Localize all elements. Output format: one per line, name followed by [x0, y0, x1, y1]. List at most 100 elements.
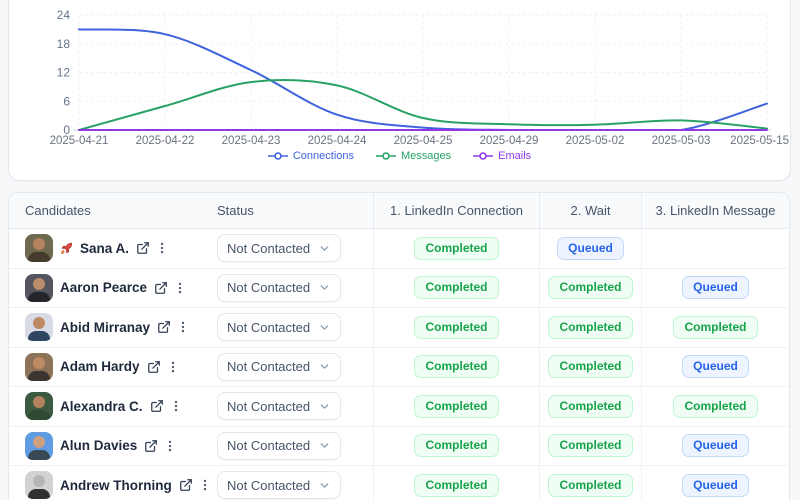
status-select-value: Not Contacted	[227, 477, 311, 493]
chevron-down-icon	[318, 321, 331, 334]
candidate-name: Sana A.	[80, 240, 130, 256]
status-badge: Queued	[682, 434, 749, 458]
legend-item-emails[interactable]: Emails	[473, 150, 531, 162]
candidate-cell: Sana A.	[9, 234, 217, 263]
candidate-cell: Alun Davies	[9, 431, 217, 460]
table-header-row: Candidates Status 1. LinkedIn Connection…	[9, 193, 789, 229]
external-link-icon[interactable]	[179, 478, 193, 492]
external-link-icon[interactable]	[147, 360, 161, 374]
status-select[interactable]: Not Contacted	[217, 234, 341, 263]
external-link-icon[interactable]	[136, 241, 150, 255]
stage-cell: Completed	[539, 426, 641, 465]
y-axis-tick-label: 18	[57, 37, 71, 51]
external-link-icon[interactable]	[157, 320, 171, 334]
status-badge: Queued	[682, 355, 749, 379]
x-axis-tick-label: 2025-04-21	[50, 135, 109, 147]
candidate-name: Aaron Pearce	[60, 280, 148, 296]
status-badge: Completed	[414, 394, 499, 418]
status-select[interactable]: Not Contacted	[217, 392, 341, 421]
stage-cell: Completed	[373, 387, 539, 426]
status-select-value: Not Contacted	[227, 438, 311, 454]
external-link-icon[interactable]	[150, 399, 164, 413]
stage-cell: Completed	[373, 308, 539, 347]
x-axis-tick-label: 2025-05-02	[566, 135, 625, 147]
column-header-wait: 2. Wait	[539, 193, 641, 228]
rocket-icon	[61, 242, 73, 254]
table-row: Andrew Thorning Not Contacted Completed Com…	[9, 466, 789, 500]
chevron-down-icon	[318, 439, 331, 452]
y-axis-tick-label: 12	[57, 66, 71, 80]
x-axis-tick-label: 2025-04-25	[394, 135, 453, 147]
kebab-menu-icon[interactable]	[169, 398, 183, 414]
x-axis-tick-label: 2025-04-23	[222, 135, 281, 147]
status-badge: Completed	[414, 315, 499, 339]
status-select-value: Not Contacted	[227, 398, 311, 414]
kebab-menu-icon[interactable]	[198, 477, 212, 493]
candidate-cell: Aaron Pearce	[9, 273, 217, 302]
line-chart: 0 6 12 18 24 2025-04-21 2025-04-22 2025-04-23 20…	[50, 8, 789, 147]
candidate-cell: Adam Hardy	[9, 352, 217, 381]
status-select-value: Not Contacted	[227, 240, 311, 256]
stage-cell: Completed	[641, 308, 789, 347]
status-badge: Queued	[682, 276, 749, 300]
candidate-cell: Andrew Thorning	[9, 471, 217, 500]
x-axis-tick-label: 2025-05-03	[652, 135, 711, 147]
messages-line	[78, 79, 768, 131]
stage-cell: Queued	[641, 426, 789, 465]
status-badge: Completed	[548, 315, 633, 339]
candidate-name: Adam Hardy	[60, 359, 140, 375]
status-select[interactable]: Not Contacted	[217, 273, 341, 302]
y-axis-tick-label: 0	[63, 123, 70, 137]
table-row: Adam Hardy Not Contacted Completed Complete…	[9, 347, 789, 387]
status-badge: Completed	[414, 236, 499, 260]
stage-cell: Completed	[539, 308, 641, 347]
status-badge: Completed	[414, 434, 499, 458]
chevron-down-icon	[318, 400, 331, 413]
avatar	[25, 471, 53, 500]
status-badge: Queued	[682, 473, 749, 497]
status-badge: Completed	[673, 315, 758, 339]
legend-label: Connections	[292, 150, 354, 162]
y-axis-tick-label: 6	[63, 94, 70, 108]
kebab-menu-icon[interactable]	[166, 359, 180, 375]
status-cell: Not Contacted	[217, 471, 373, 500]
stage-cell: Completed	[373, 229, 539, 268]
column-header-candidates: Candidates	[25, 203, 91, 218]
status-cell: Not Contacted	[217, 352, 373, 381]
legend-label: Messages	[401, 150, 452, 162]
x-axis-tick-label: 2025-04-24	[308, 135, 367, 147]
kebab-menu-icon[interactable]	[176, 319, 190, 335]
column-header-linkedin-connection: 1. LinkedIn Connection	[373, 193, 539, 228]
candidate-cell: Abid Mirranay	[9, 313, 217, 342]
avatar	[25, 431, 53, 460]
legend-marker-icon	[473, 152, 494, 160]
stage-cell: Completed	[373, 426, 539, 465]
status-select[interactable]: Not Contacted	[217, 313, 341, 342]
candidate-name: Alun Davies	[60, 438, 138, 454]
table-row: Alexandra C. Not Contacted Completed Comple…	[9, 387, 789, 427]
status-badge: Completed	[548, 276, 633, 300]
campaign-activity-chart-card: 0 6 12 18 24 2025-04-21 2025-04-22 2025-04-23 20…	[8, 0, 791, 181]
external-link-icon[interactable]	[144, 439, 158, 453]
chevron-down-icon	[318, 479, 331, 492]
status-cell: Not Contacted	[217, 392, 373, 421]
x-axis-tick-label: 2025-04-29	[480, 135, 539, 147]
external-link-icon[interactable]	[154, 281, 168, 295]
status-select[interactable]: Not Contacted	[217, 431, 341, 460]
status-badge: Queued	[557, 236, 624, 260]
candidate-name: Andrew Thorning	[60, 477, 172, 493]
table-row: Abid Mirranay Not Contacted Completed Compl…	[9, 308, 789, 348]
stage-cell: Completed	[539, 347, 641, 386]
stage-cell: Completed	[539, 387, 641, 426]
legend-item-connections[interactable]: Connections	[267, 150, 354, 162]
status-cell: Not Contacted	[217, 234, 373, 263]
chevron-down-icon	[318, 360, 331, 373]
kebab-menu-icon[interactable]	[155, 240, 169, 256]
status-select[interactable]: Not Contacted	[217, 471, 341, 500]
kebab-menu-icon[interactable]	[163, 438, 177, 454]
legend-item-messages[interactable]: Messages	[376, 150, 451, 162]
avatar	[25, 313, 53, 342]
status-select[interactable]: Not Contacted	[217, 352, 341, 381]
kebab-menu-icon[interactable]	[173, 280, 187, 296]
stage-cell: Completed	[373, 268, 539, 307]
